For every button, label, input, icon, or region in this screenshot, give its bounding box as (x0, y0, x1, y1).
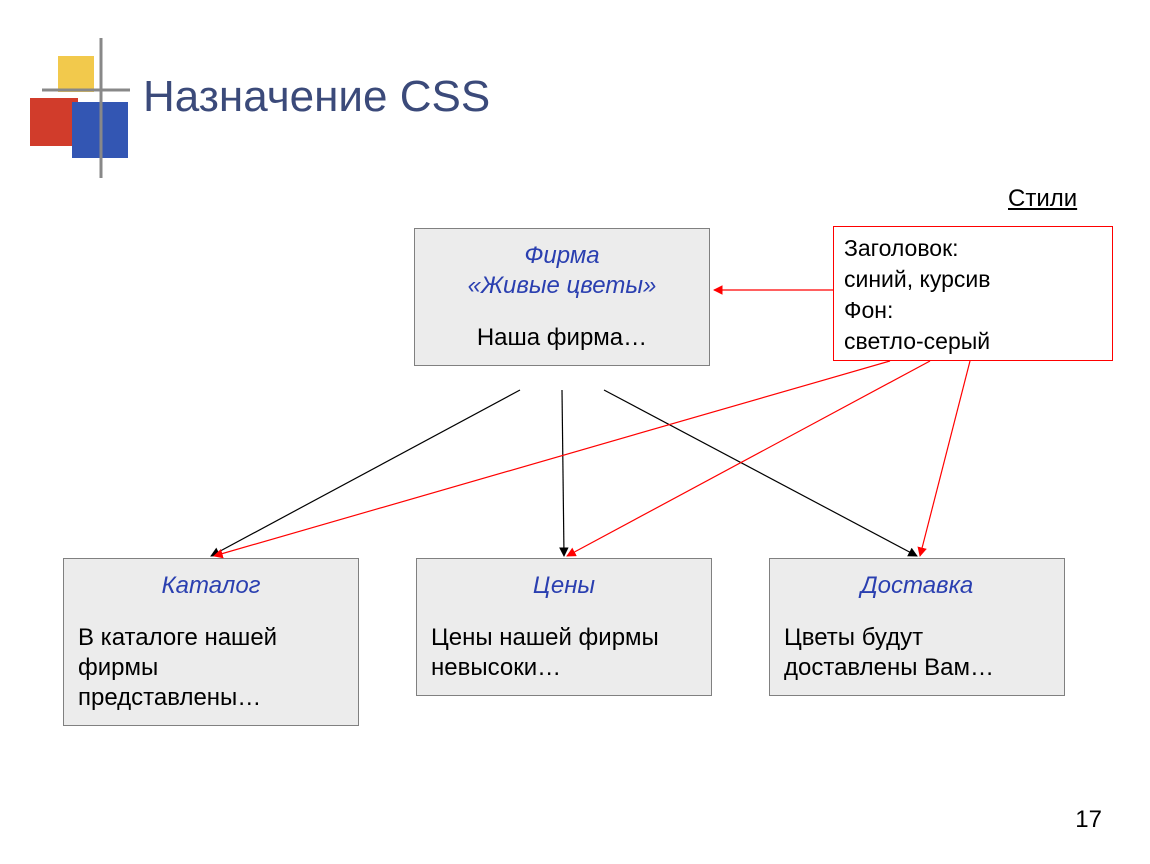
page-number: 17 (1075, 806, 1102, 834)
styles-line1: Заголовок: (844, 233, 1102, 264)
slide-decoration (0, 0, 1150, 864)
node-main-header: Фирма «Живые цветы» (429, 241, 695, 301)
node-prices-body: Цены нашей фирмы невысоки… (431, 623, 697, 683)
node-catalog-body: В каталоге нашей фирмы представлены… (78, 623, 344, 713)
styles-label: Стили (1008, 185, 1077, 213)
node-main-title2: «Живые цветы» (468, 272, 657, 299)
diagram-edges (0, 0, 1150, 864)
node-prices-title: Цены (431, 571, 697, 601)
node-main-body: Наша фирма… (429, 323, 695, 353)
slide-title: Назначение CSS (143, 72, 490, 122)
styles-box: Заголовок: синий, курсив Фон: светло-сер… (833, 226, 1113, 361)
node-main: Фирма «Живые цветы» Наша фирма… (414, 228, 710, 366)
styles-line4: светло-серый (844, 326, 1102, 357)
node-prices: Цены Цены нашей фирмы невысоки… (416, 558, 712, 696)
node-catalog: Каталог В каталоге нашей фирмы представл… (63, 558, 359, 726)
node-delivery-body: Цветы будут доставлены Вам… (784, 623, 1050, 683)
node-delivery-title: Доставка (784, 571, 1050, 601)
node-main-title1: Фирма (524, 242, 599, 269)
node-catalog-title: Каталог (78, 571, 344, 601)
styles-line2: синий, курсив (844, 264, 1102, 295)
styles-line3: Фон: (844, 295, 1102, 326)
node-delivery: Доставка Цветы будут доставлены Вам… (769, 558, 1065, 696)
